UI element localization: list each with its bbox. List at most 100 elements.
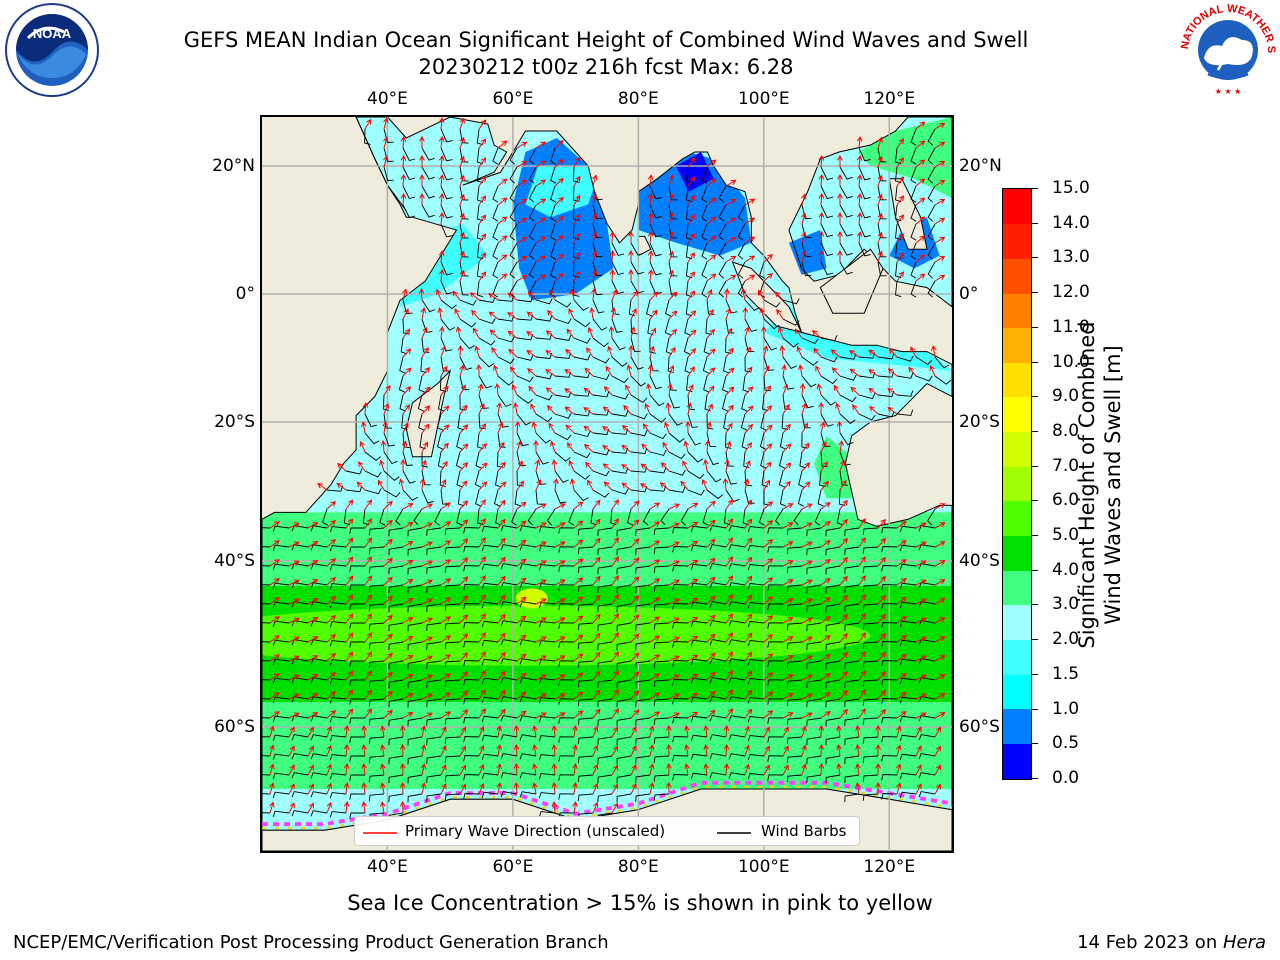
nws-logo: NATIONAL WEATHER SERVICE ★ ★ ★ [1178, 2, 1277, 96]
wind-barbs-legend-line [717, 832, 751, 834]
colorbar-segment [1003, 500, 1031, 537]
colorbar-tick-mark [1032, 708, 1038, 710]
colorbar [1002, 188, 1032, 780]
colorbar-title-line2: Wind Waves and Swell [m] [1101, 345, 1125, 625]
colorbar-tick-mark [1032, 326, 1038, 328]
top-lon-tick: 60°E [492, 89, 534, 109]
colorbar-tick-label: 1.0 [1052, 698, 1080, 719]
colorbar-segment [1003, 604, 1031, 640]
sea-ice-edge [262, 780, 952, 827]
colorbar-segment [1003, 258, 1031, 294]
colorbar-tick-label: 13.0 [1052, 247, 1090, 268]
colorbar-tick-mark [1032, 465, 1038, 467]
colorbar-tick-mark [1032, 778, 1038, 779]
borneo [819, 248, 884, 314]
wave-band-3-4m [262, 512, 952, 586]
colorbar-tick-label: 14.0 [1052, 212, 1090, 233]
right-lat-tick: 20°S [959, 412, 1000, 432]
colorbar-tick-mark [1032, 430, 1038, 432]
colorbar-segment [1003, 223, 1031, 259]
wind-barbs [262, 128, 952, 822]
colorbar-tick-mark [1032, 673, 1038, 675]
bottom-lon-tick: 60°E [492, 857, 534, 877]
colorbar-title: Significant Height of Combined Wind Wave… [1074, 285, 1126, 685]
colorbar-tick-label: 2.0 [1052, 629, 1080, 650]
colorbar-segment [1003, 674, 1031, 710]
wave-direction-and-wind-barbs [262, 117, 952, 822]
wave-direction-arrows [269, 117, 946, 814]
colorbar-tick-mark [1032, 361, 1038, 363]
right-lat-tick: 60°S [959, 717, 1000, 737]
noaa-logo: NOAA [5, 3, 99, 97]
colorbar-tick-label: 0.0 [1052, 768, 1080, 788]
colorbar-segment [1003, 396, 1031, 433]
chart-title: GEFS MEAN Indian Ocean Significant Heigh… [183, 28, 1029, 52]
noaa-logo-text: NOAA [33, 26, 72, 41]
colorbar-tick-mark [1032, 292, 1038, 294]
bottom-lon-tick: 120°E [863, 857, 916, 877]
colorbar-segment [1003, 431, 1031, 467]
map-frame [260, 115, 954, 853]
branch-credit: NCEP/EMC/Verification Post Processing Pr… [13, 932, 609, 953]
pacific-north-patch [857, 117, 952, 198]
wave-height-map [262, 117, 952, 851]
colorbar-segment [1003, 362, 1031, 398]
colorbar-segment [1003, 535, 1031, 571]
colorbar-tick-label: 0.5 [1052, 733, 1080, 754]
right-lat-tick: 0° [959, 284, 979, 304]
colorbar-tick-label: 12.0 [1052, 282, 1090, 303]
colorbar-tick-label: 8.0 [1052, 420, 1080, 441]
machine-name: Hera [1222, 932, 1266, 953]
left-lat-tick: 20°S [214, 412, 255, 432]
colorbar-segment [1003, 327, 1031, 363]
top-lon-tick: 40°E [367, 89, 408, 109]
colorbar-tick-label: 9.0 [1052, 386, 1080, 407]
colorbar-segment [1003, 708, 1031, 744]
top-lon-tick: 100°E [737, 89, 790, 109]
bottom-lon-tick: 80°E [617, 857, 659, 877]
wave-direction-legend-line [363, 832, 397, 834]
colorbar-tick-label: 5.0 [1052, 525, 1080, 546]
colorbar-tick-mark [1032, 257, 1038, 259]
wave-peak-6m [515, 588, 548, 609]
colorbar-tick-mark [1032, 604, 1038, 606]
generation-date: 14 Feb 2023 on Hera [1077, 932, 1266, 953]
generation-date-text: 14 Feb 2023 on [1077, 932, 1223, 953]
colorbar-segment [1003, 292, 1031, 329]
colorbar-tick-mark [1032, 500, 1038, 502]
chart-subtitle: 20230212 t00z 216h fcst Max: 6.28 [418, 55, 794, 79]
colorbar-tick-mark [1032, 569, 1038, 571]
top-lon-tick: 80°E [617, 89, 659, 109]
left-lat-tick: 40°S [214, 551, 255, 571]
bottom-lon-tick: 100°E [737, 857, 790, 877]
colorbar-segment [1003, 466, 1031, 502]
top-lon-tick: 120°E [863, 89, 916, 109]
map-legend: Primary Wave Direction (unscaled) Wind B… [354, 816, 860, 846]
colorbar-tick-mark [1032, 639, 1038, 641]
colorbar-segment [1003, 639, 1031, 675]
colorbar-tick-mark [1032, 222, 1038, 224]
colorbar-segment [1003, 743, 1031, 779]
colorbar-tick-label: 15.0 [1052, 178, 1090, 198]
sea-ice-edge-yellow [262, 785, 952, 830]
left-lat-tick: 20°N [212, 156, 255, 176]
colorbar-tick-mark [1032, 743, 1038, 745]
colorbar-tick-label: 4.0 [1052, 559, 1080, 580]
colorbar-title-line1: Significant Height of Combined [1075, 321, 1099, 649]
colorbar-tick-mark [1032, 535, 1038, 537]
left-lat-tick: 0° [235, 284, 255, 304]
wave-band-3-4m-south [262, 702, 952, 789]
svg-text:★ ★ ★: ★ ★ ★ [1215, 87, 1242, 96]
red-sea-coast [355, 117, 407, 212]
left-lat-tick: 60°S [214, 717, 255, 737]
colorbar-tick-label: 11.0 [1052, 316, 1090, 337]
lat-lon-grid [262, 117, 952, 851]
colorbar-segment [1003, 570, 1031, 606]
gulf-thailand [788, 230, 827, 275]
arabian-sea-mid [525, 166, 601, 218]
colorbar-tick-label: 10.0 [1052, 351, 1090, 372]
bottom-lon-tick: 40°E [367, 857, 408, 877]
colorbar-segment [1003, 189, 1031, 225]
colorbar-tick-label: 6.0 [1052, 490, 1080, 511]
colorbar-tick-mark [1032, 188, 1038, 189]
